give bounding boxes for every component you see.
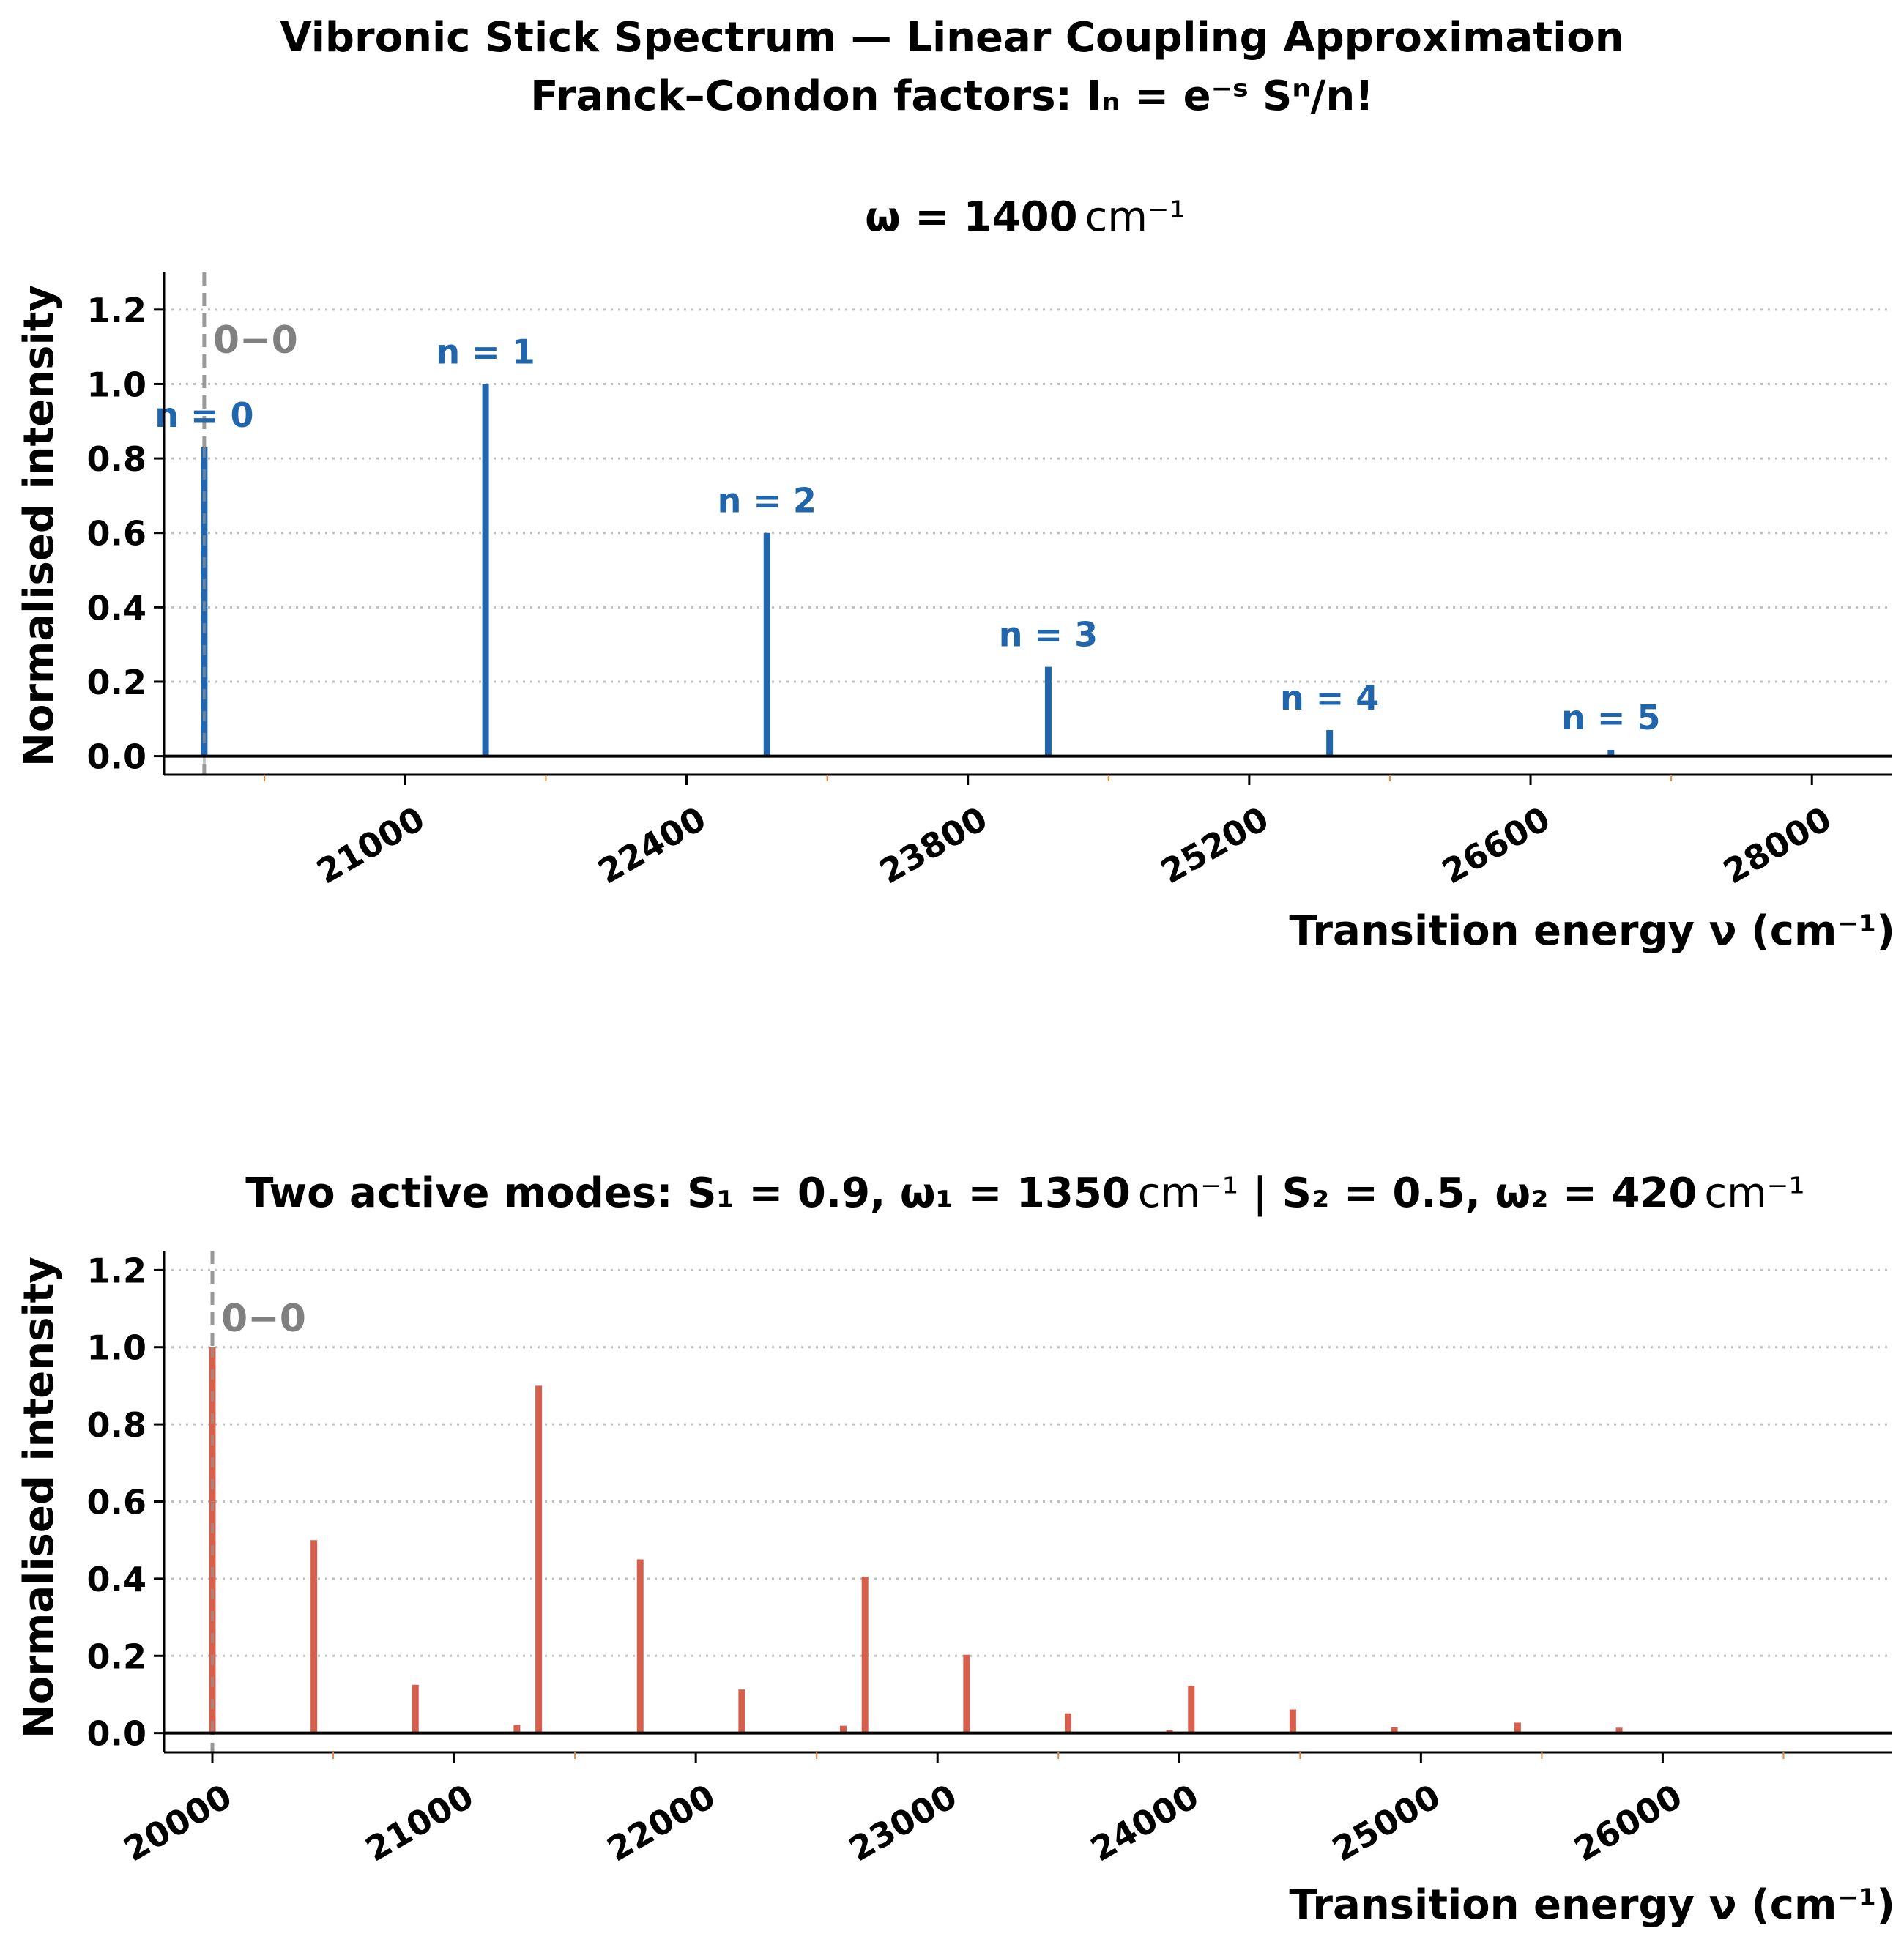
x-tick-label: 25000 <box>1325 1777 1447 1870</box>
y-tick-label: 0.4 <box>87 588 147 628</box>
zero-zero-label: 0−0 <box>213 319 298 362</box>
stick-label: n = 1 <box>436 332 535 371</box>
stick-label: n = 2 <box>718 481 817 521</box>
y-tick-label: 1.2 <box>87 1251 147 1290</box>
panel-bottom: Two active modes: S₁ = 0.9, ω₁ = 1350 cm⁻… <box>15 1169 1895 1929</box>
x-tick-label: 21000 <box>310 799 431 892</box>
x-tick-label: 23000 <box>842 1777 964 1870</box>
panel-bottom-ylabel: Normalised intensity <box>15 1257 63 1738</box>
panel-top-title-unit: cm⁻¹ <box>1085 193 1186 241</box>
panel-bottom-sticks <box>209 1251 1623 1752</box>
x-tick-label: 28000 <box>1717 799 1838 892</box>
x-tick-label: 26000 <box>1567 1777 1689 1870</box>
x-tick-label: 22000 <box>600 1777 722 1870</box>
y-tick-label: 0.0 <box>87 1714 147 1754</box>
panel-top: ω = 1400 cm⁻¹ 0−0 n = 0 n = 1 n = 2 n = 3 n = … <box>15 193 1895 955</box>
panel-top-title: ω = 1400 cm⁻¹ <box>865 193 1186 241</box>
figure-title-formula: Iₙ = e⁻ˢ Sⁿ/n! <box>1086 72 1373 120</box>
panel-top-title-main: ω = 1400 <box>865 193 1077 241</box>
panel-top-ylabel: Normalised intensity <box>15 285 63 767</box>
x-tick-label: 26600 <box>1435 799 1557 892</box>
figure-title-line2-prefix: Franck–Condon factors: <box>530 72 1086 120</box>
y-tick-label: 1.0 <box>87 1328 147 1368</box>
y-tick-label: 1.2 <box>87 291 147 330</box>
panel-top-grid <box>164 308 1892 683</box>
panel-bottom-grid <box>164 1268 1892 1657</box>
panel-bottom-title: Two active modes: S₁ = 0.9, ω₁ = 1350 cm⁻… <box>245 1169 1804 1217</box>
panel-top-axes: 0.0 0.2 0.4 0.6 0.8 1.0 1.2 21000 22400 23800 2520… <box>87 272 1892 892</box>
figure-title-line2: Franck–Condon factors: Iₙ = e⁻ˢ Sⁿ/n! <box>530 72 1374 120</box>
panel-top-xlabel: Transition energy ν (cm⁻¹) <box>1289 907 1895 955</box>
zero-zero-label: 0−0 <box>221 1297 306 1341</box>
x-tick-label: 23800 <box>873 799 994 892</box>
stick-label: n = 4 <box>1280 678 1379 718</box>
panel-bottom-title-mid: | S₂ = 0.5, ω₂ = 420 <box>1238 1169 1697 1217</box>
panel-bottom-stick-labels: 0−0 <box>221 1297 306 1341</box>
panel-bottom-title-main: Two active modes: S₁ = 0.9, ω₁ = 1350 <box>245 1169 1131 1217</box>
y-tick-label: 0.6 <box>87 1483 147 1522</box>
panel-bottom-axes: 0.0 0.2 0.4 0.6 0.8 1.0 1.2 20000 21000 22000 2300… <box>87 1251 1892 1870</box>
x-tick-label: 22400 <box>591 799 713 892</box>
panel-bottom-title-unit2: cm⁻¹ <box>1704 1169 1804 1217</box>
y-tick-label: 1.0 <box>87 365 147 404</box>
stick-label: n = 3 <box>999 615 1098 655</box>
x-tick-label: 24000 <box>1084 1777 1205 1870</box>
y-tick-label: 0.0 <box>87 737 147 777</box>
panel-bottom-xlabel: Transition energy ν (cm⁻¹) <box>1289 1881 1895 1929</box>
stick-label: n = 5 <box>1561 698 1660 737</box>
y-tick-label: 0.2 <box>87 663 147 702</box>
y-tick-label: 0.8 <box>87 1405 147 1445</box>
y-tick-label: 0.6 <box>87 514 147 554</box>
x-tick-label: 25200 <box>1154 799 1276 892</box>
y-tick-label: 0.8 <box>87 439 147 479</box>
panel-top-stick-labels: 0−0 n = 0 n = 1 n = 2 n = 3 n = 4 n = 5 <box>155 319 1660 737</box>
x-tick-label: 20000 <box>117 1777 239 1870</box>
panel-bottom-title-unit1: cm⁻¹ <box>1138 1169 1238 1217</box>
y-tick-label: 0.2 <box>87 1637 147 1676</box>
x-tick-label: 21000 <box>359 1777 480 1870</box>
stick-label: n = 0 <box>155 395 253 435</box>
y-tick-label: 0.4 <box>87 1560 147 1599</box>
figure-title-line1: Vibronic Stick Spectrum — Linear Couplin… <box>280 14 1624 62</box>
panel-top-sticks <box>201 272 1615 775</box>
